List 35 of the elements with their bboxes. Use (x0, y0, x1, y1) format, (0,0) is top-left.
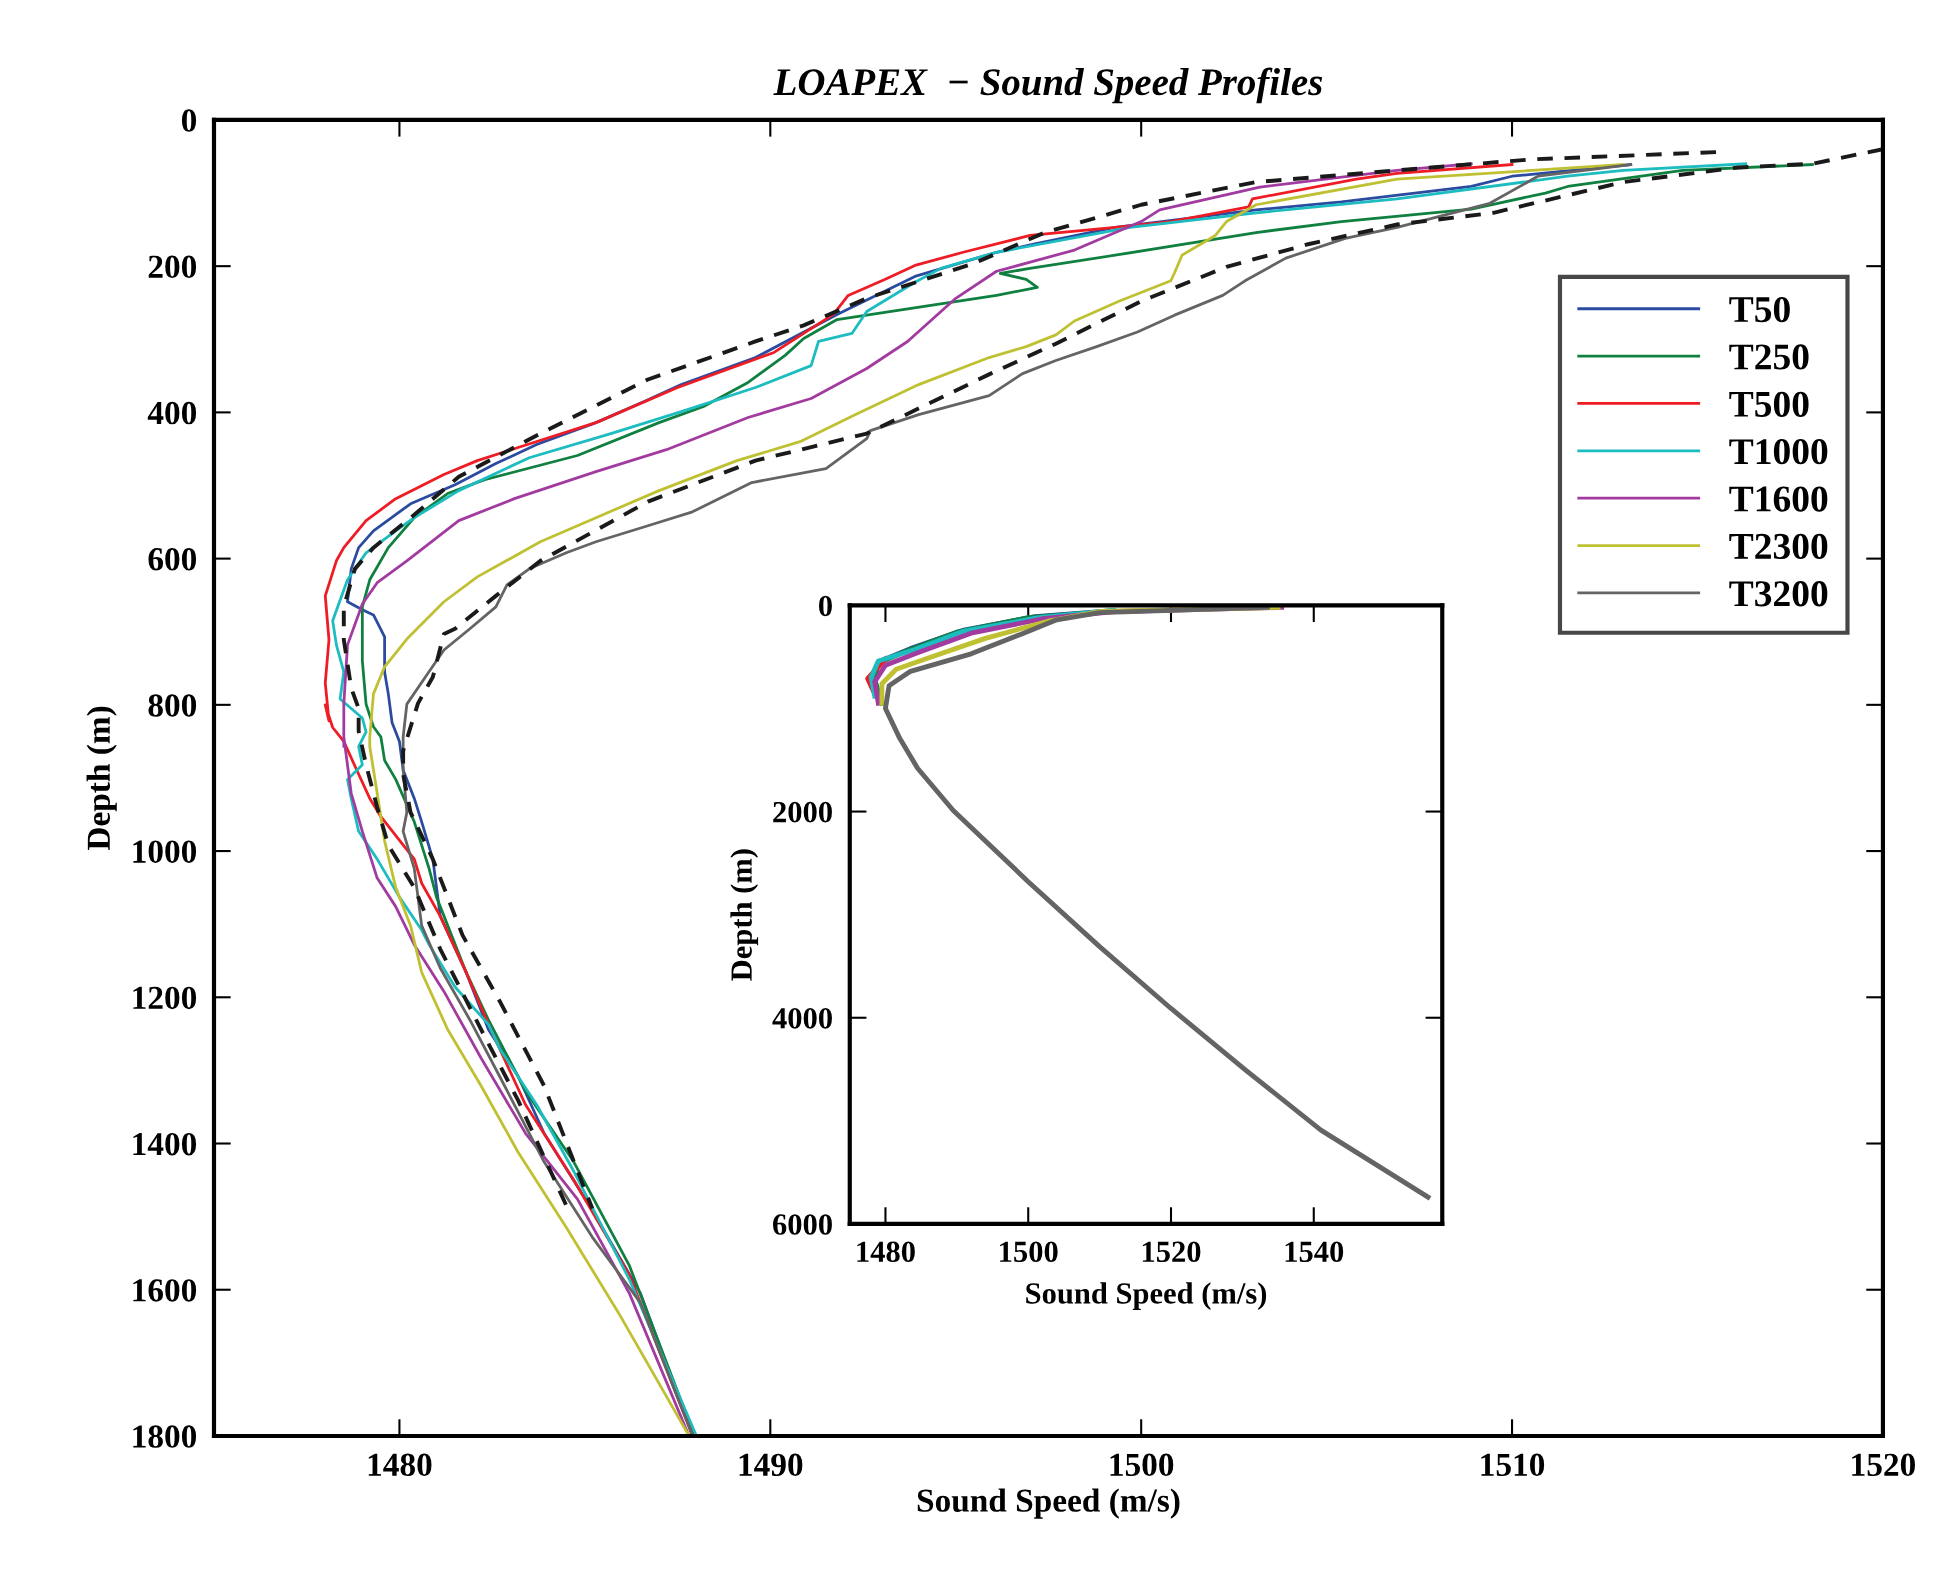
x-tick-label: 1520 (1142, 1241, 1201, 1263)
y-tick-label: 400 (147, 401, 197, 425)
y-tick-label: 0 (181, 109, 197, 132)
y-tick-label: 2000 (773, 801, 832, 823)
legend-label: T3200 (1729, 581, 1828, 607)
x-tick-label: 1520 (1852, 1453, 1915, 1477)
y-axis-title: Depth (m) (86, 706, 117, 851)
x-tick-label: 1500 (1000, 1241, 1058, 1263)
legend-label: T2300 (1729, 533, 1828, 560)
legend-label: T1000 (1729, 439, 1828, 465)
x-axis-title: Sound Speed (m/s) (1026, 1282, 1267, 1310)
y-tick-label: 1800 (133, 1425, 197, 1448)
y-tick-label: 600 (148, 548, 197, 571)
y-tick-label: 1200 (133, 986, 197, 1010)
x-tick-label: 1490 (739, 1453, 803, 1477)
legend-label: T50 (1729, 296, 1790, 323)
x-tick-label: 1500 (1110, 1453, 1174, 1477)
y-tick-label: 6000 (773, 1214, 832, 1235)
x-tick-label: 1540 (1285, 1241, 1344, 1263)
x-axis-title: Sound Speed (m/s) (917, 1488, 1180, 1519)
y-tick-label: 0 (818, 595, 832, 617)
y-tick-label: 1400 (133, 1132, 197, 1156)
x-tick-label: 1480 (857, 1241, 915, 1263)
y-tick-label: 1600 (133, 1279, 197, 1302)
legend-label: T1600 (1729, 486, 1828, 512)
y-tick-label: 200 (148, 255, 197, 279)
legend-label: T250 (1729, 344, 1809, 370)
y-tick-label: 4000 (772, 1008, 832, 1029)
x-tick-label: 1510 (1481, 1453, 1545, 1477)
y-tick-label: 1000 (133, 840, 197, 863)
chart-title: LOAPEX − Sound Speed Profiles (773, 67, 1323, 104)
x-tick-label: 1480 (368, 1453, 432, 1477)
y-axis-title: Depth (m) (730, 849, 759, 981)
legend-label: T500 (1729, 391, 1809, 417)
y-tick-label: 800 (148, 694, 197, 717)
